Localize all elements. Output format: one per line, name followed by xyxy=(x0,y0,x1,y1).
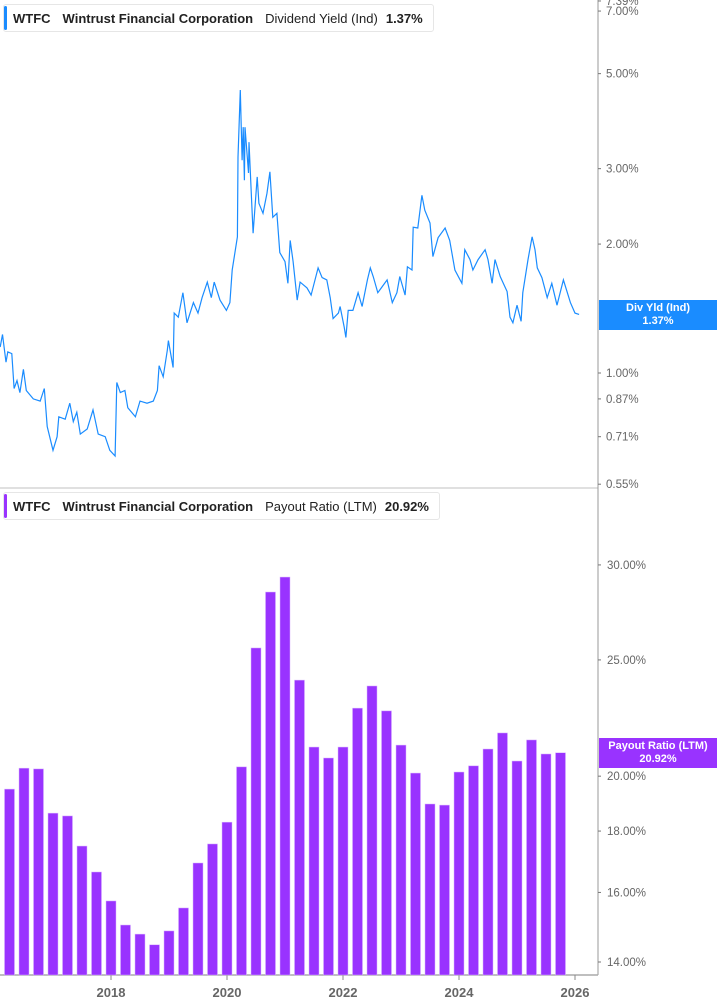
payout-bar xyxy=(468,765,479,976)
payout-bar xyxy=(221,821,233,976)
payout-bar xyxy=(76,845,88,976)
payout-bar xyxy=(526,739,537,976)
flag-value: 1.37% xyxy=(642,315,674,327)
payout-bar xyxy=(265,591,276,976)
payout-bar xyxy=(4,788,15,976)
y-tick-label: 0.71% xyxy=(606,432,639,444)
payout-bar xyxy=(134,933,146,976)
yield-current-flag: Div Yld (Ind) 1.37% xyxy=(599,300,717,330)
legend-ticker: WTFC xyxy=(13,498,51,514)
payout-bar xyxy=(381,710,392,976)
payout-bar xyxy=(453,771,465,976)
legend-company: Wintrust Financial Corporation xyxy=(62,10,254,26)
flag-label: Payout Ratio (LTM) xyxy=(608,740,708,752)
legend-color-marker xyxy=(4,494,7,518)
y-tick-label: 7.00% xyxy=(606,6,639,18)
y-tick-label: 20.00% xyxy=(607,771,646,783)
payout-bar xyxy=(294,679,305,976)
payout-bar xyxy=(366,685,378,976)
payout-bar xyxy=(482,748,494,976)
payout-bar xyxy=(47,812,59,976)
payout-bar xyxy=(149,944,160,976)
payout-bar xyxy=(424,803,436,976)
payout-bar xyxy=(323,757,334,976)
y-tick-label: 18.00% xyxy=(607,826,646,838)
payout-bar xyxy=(33,768,44,976)
x-tick-label: 2020 xyxy=(213,985,242,1000)
payout-bar xyxy=(410,772,421,976)
payout-bar xyxy=(279,576,291,976)
payout-current-flag: Payout Ratio (LTM) 20.92% xyxy=(599,738,717,768)
payout-bar xyxy=(511,760,523,976)
y-tick-label: 0.87% xyxy=(606,394,639,406)
legend-color-marker xyxy=(4,6,7,30)
payout-bar xyxy=(18,767,30,976)
payout-bar xyxy=(439,804,450,976)
y-tick-label: 30.00% xyxy=(607,560,646,572)
flag-label: Div Yld (Ind) xyxy=(626,302,690,314)
y-tick-label: 16.00% xyxy=(607,887,646,899)
payout-bar xyxy=(497,732,508,976)
payout-bar xyxy=(192,862,204,976)
x-tick-label: 2018 xyxy=(97,985,126,1000)
legend-value: 20.92% xyxy=(384,498,429,514)
x-tick-label: 2024 xyxy=(445,985,475,1000)
payout-bar xyxy=(207,843,218,976)
legend-value: 1.37% xyxy=(385,10,423,26)
payout-bar xyxy=(250,647,262,976)
legend-metric: Dividend Yield (Ind) xyxy=(265,10,378,26)
legend-metric: Payout Ratio (LTM) xyxy=(265,498,377,514)
yield-y-axis: 7.39%7.00% 5.00% 3.00% 2.00% 1.00% 0.87% 0.71%… xyxy=(598,0,639,491)
x-tick-label: 2022 xyxy=(329,985,358,1000)
payout-bar xyxy=(337,746,349,976)
payout-bar xyxy=(178,907,189,976)
payout-bar xyxy=(120,924,131,976)
payout-bars xyxy=(4,576,566,976)
x-axis: 2018 2020 2022 2024 2026 xyxy=(97,975,590,1000)
payout-y-axis: 30.00% 25.00% 20.00% 18.00% 16.00% 14.00% xyxy=(598,560,646,969)
y-tick-label: 25.00% xyxy=(607,655,646,667)
payout-bar xyxy=(395,744,407,976)
top-legend: WTFC Wintrust Financial Corporation Divi… xyxy=(3,4,434,32)
payout-bar xyxy=(352,707,363,976)
flag-value: 20.92% xyxy=(639,753,677,765)
legend-company: Wintrust Financial Corporation xyxy=(62,498,254,514)
y-tick-label: 7.39% xyxy=(606,0,639,8)
y-tick-label: 5.00% xyxy=(606,69,639,81)
payout-bar xyxy=(308,746,320,976)
y-tick-label: 1.00% xyxy=(606,368,639,380)
payout-bar xyxy=(62,815,73,976)
y-tick-label: 2.00% xyxy=(606,239,639,251)
payout-bar xyxy=(163,930,175,976)
payout-bar xyxy=(236,766,247,976)
y-tick-label: 14.00% xyxy=(607,957,646,969)
legend-ticker: WTFC xyxy=(13,10,51,26)
payout-bar xyxy=(540,753,552,976)
x-tick-label: 2026 xyxy=(561,985,590,1000)
y-tick-label: 3.00% xyxy=(606,164,639,176)
payout-bar xyxy=(105,900,117,976)
payout-bar xyxy=(91,871,102,976)
yield-line xyxy=(0,89,580,458)
bottom-legend: WTFC Wintrust Financial Corporation Payo… xyxy=(3,492,440,520)
y-tick-label: 0.55% xyxy=(606,479,639,491)
payout-bar xyxy=(555,752,566,976)
